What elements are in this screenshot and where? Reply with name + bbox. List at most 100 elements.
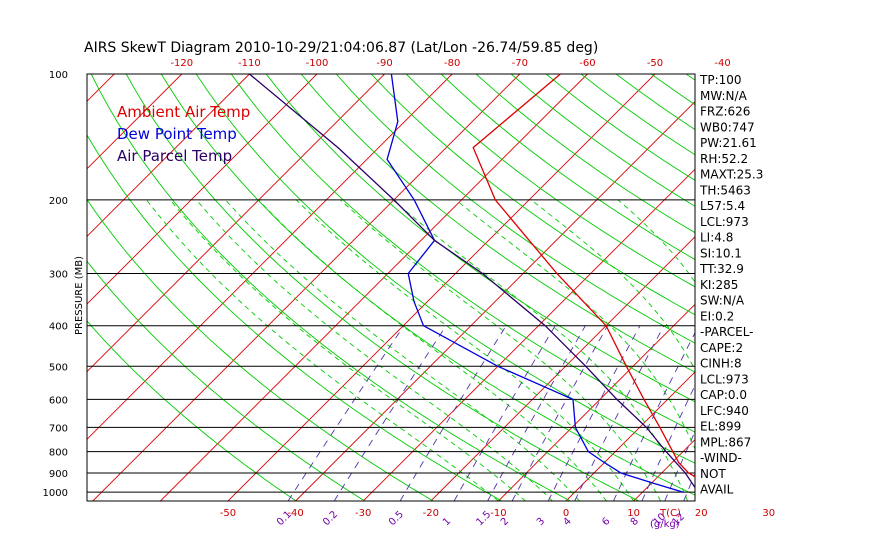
- pressure-tick-label: 800: [49, 448, 68, 459]
- mixing-ratio-line: [739, 326, 811, 501]
- dry-adiabat-line: [87, 320, 297, 501]
- sounding-index-label: L57:5.4: [700, 199, 745, 213]
- dry-adiabat-line: [160, 74, 695, 496]
- pressure-tick-label: 900: [49, 469, 68, 480]
- mixing-ratio-tick-label: 0.2: [321, 509, 340, 528]
- bottom-temperature-tick-label: 30: [762, 508, 775, 519]
- sounding-index-label: PW:21.61: [700, 136, 757, 150]
- legend-item-ambient: Ambient Air Temp: [117, 103, 250, 121]
- series-line-ambient: [472, 74, 695, 478]
- mixing-ratio-tick-label: 6: [600, 516, 612, 528]
- sounding-index-label: LCL:973: [700, 215, 749, 229]
- sounding-index-label: RH:52.2: [700, 152, 748, 166]
- dry-adiabat-line: [195, 74, 695, 464]
- moist-adiabat-line: [617, 199, 695, 283]
- isotherm-line: [362, 168, 695, 501]
- isobar-lines: [86, 73, 696, 502]
- dry-adiabat-line: [335, 74, 695, 344]
- mixing-ratio-line: [764, 326, 833, 501]
- moist-adiabat-line: [169, 199, 526, 501]
- isotherm-line: [836, 74, 870, 501]
- mixing-ratio-tick-label: 1: [441, 516, 453, 528]
- sounding-index-label: CAP:0.0: [700, 388, 747, 402]
- thermodynamic-grid: [0, 74, 870, 501]
- dry-adiabat-line: [405, 74, 695, 288]
- isotherm-line: [87, 74, 385, 373]
- top-temperature-tick-label: -40: [714, 58, 730, 69]
- bottom-temperature-tick-label: -40: [287, 508, 303, 519]
- bottom-temperature-tick-label: 10: [627, 508, 640, 519]
- profile-lines: [248, 74, 695, 493]
- sounding-index-label: -WIND-: [700, 451, 742, 465]
- bottom-temperature-tick-label: 0: [563, 508, 569, 519]
- isotherm-line: [0, 74, 47, 501]
- moist-adiabat-line: [196, 199, 553, 501]
- bottom-temperature-tick-label: -10: [490, 508, 506, 519]
- top-temperature-tick-label: -50: [647, 58, 663, 69]
- sounding-index-label: SW:N/A: [700, 294, 745, 308]
- mixing-ratio-line: [784, 326, 851, 501]
- mixing-ratio-tick-label: 3: [535, 516, 547, 528]
- sounding-index-label: LCL:973: [700, 372, 749, 386]
- isotherm-line: [498, 303, 695, 501]
- isotherm-line: [92, 74, 521, 501]
- temperature-unit-label: T(C): [659, 508, 681, 519]
- bottom-temperature-tick-label: -50: [220, 508, 236, 519]
- mixing-ratio-line: [613, 331, 695, 501]
- moist-adiabat-line: [340, 199, 661, 501]
- dry-adiabat-line: [510, 74, 695, 207]
- pressure-tick-label: 500: [49, 362, 68, 373]
- top-temperature-tick-label: -70: [512, 58, 528, 69]
- y-axis-label: PRESSURE (MB): [74, 256, 85, 335]
- bottom-temperature-tick-label: -30: [355, 508, 371, 519]
- sounding-index-label: -PARCEL-: [700, 325, 754, 339]
- series-line-parcel: [248, 74, 695, 488]
- legend-item-dewpoint: Dew Point Temp: [117, 125, 237, 143]
- sounding-index-label: CINH:8: [700, 357, 742, 371]
- pressure-tick-label: 1000: [43, 488, 68, 499]
- isotherm-line: [160, 74, 588, 501]
- legend-item-parcel: Air Parcel Temp: [117, 147, 232, 165]
- pressure-tick-label: 200: [49, 196, 68, 207]
- dry-adiabat-line: [87, 134, 503, 501]
- sounding-index-label: AVAIL: [700, 483, 734, 497]
- sounding-index-label: MW:N/A: [700, 89, 748, 103]
- sounding-index-label: SI:10.1: [700, 246, 742, 260]
- mixing-ratio-unit-label: (g/kg): [650, 519, 680, 530]
- dry-adiabat-line: [440, 74, 695, 261]
- top-temperature-tick-label: -60: [579, 58, 595, 69]
- mixing-ratio-line: [511, 325, 608, 501]
- dry-adiabat-line: [650, 74, 695, 106]
- mixing-ratio-line: [817, 326, 870, 501]
- sounding-index-label: FRZ:626: [700, 105, 750, 119]
- pressure-tick-label: 400: [49, 322, 68, 333]
- sounding-index-label: LFC:940: [700, 404, 749, 418]
- mixing-ratio-line: [287, 325, 405, 501]
- dry-adiabat-line: [756, 74, 870, 501]
- sounding-index-label: EI:0.2: [700, 309, 734, 323]
- dry-adiabat-line: [230, 74, 695, 433]
- dry-adiabat-line: [475, 74, 695, 234]
- isotherm-line: [227, 74, 656, 501]
- sounding-index-label: MAXT:25.3: [700, 168, 763, 182]
- dry-adiabat-line: [791, 74, 870, 501]
- sounding-index-label: MPL:867: [700, 435, 751, 449]
- mixing-ratio-line: [547, 325, 641, 501]
- pressure-tick-label: 700: [49, 423, 68, 434]
- pressure-tick-label: 600: [49, 395, 68, 406]
- moist-adiabat-line: [225, 199, 580, 501]
- bottom-temperature-tick-label: 20: [695, 508, 708, 519]
- top-temperature-tick-label: -80: [444, 58, 460, 69]
- mixing-ratio-line: [399, 325, 507, 501]
- sounding-index-label: WB0:747: [700, 120, 755, 134]
- mixing-ratio-line: [453, 325, 556, 501]
- isotherm-line: [87, 74, 115, 102]
- isotherm-line: [87, 74, 318, 305]
- legend: Ambient Air Temp Dew Point Temp Air Parc…: [117, 103, 250, 165]
- mixing-ratio-line: [574, 325, 665, 501]
- top-temperature-tick-label: -120: [170, 58, 193, 69]
- top-temperature-tick-label: -100: [306, 58, 329, 69]
- isotherm-line: [295, 100, 695, 501]
- isotherm-line: [87, 74, 183, 170]
